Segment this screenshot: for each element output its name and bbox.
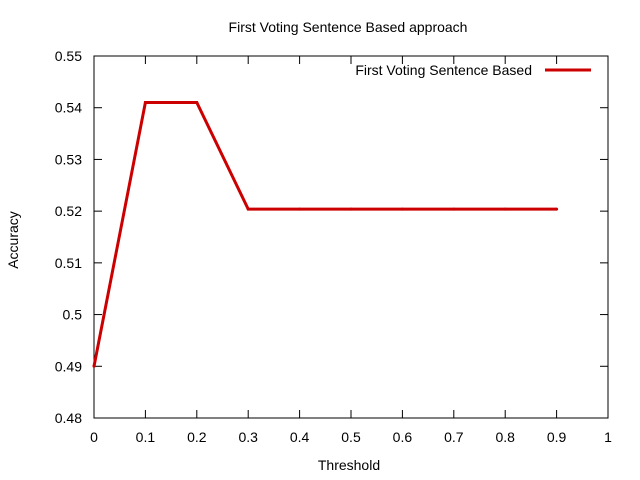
data-point: [349, 207, 353, 211]
y-tick-label: 0.55: [55, 48, 82, 64]
series-line: [92, 101, 557, 367]
y-tick-label: 0.51: [55, 255, 82, 271]
data-point: [400, 207, 404, 211]
y-tick-label: 0.5: [63, 307, 83, 323]
legend: First Voting Sentence Based: [355, 62, 591, 78]
y-tick-label: 0.53: [55, 151, 82, 167]
x-tick-label: 1: [604, 429, 612, 445]
data-point: [503, 207, 507, 211]
x-tick-label: 0.1: [136, 429, 156, 445]
chart-title: First Voting Sentence Based approach: [229, 19, 468, 35]
y-axis-label: Accuracy: [5, 211, 21, 269]
data-point: [92, 364, 96, 368]
data-point: [246, 207, 250, 211]
data-point: [195, 101, 199, 105]
x-tick-label: 0.9: [547, 429, 567, 445]
x-tick-label: 0.6: [393, 429, 413, 445]
x-tick-label: 0: [90, 429, 98, 445]
series-group: [92, 101, 559, 368]
legend-label: First Voting Sentence Based: [355, 62, 532, 78]
data-point: [452, 207, 456, 211]
plot-frame: [93, 55, 609, 419]
x-tick-label: 0.7: [444, 429, 464, 445]
x-tick-label: 0.3: [238, 429, 258, 445]
data-point: [143, 101, 147, 105]
x-tick-label: 0.2: [187, 429, 207, 445]
y-tick-label: 0.54: [55, 100, 82, 116]
x-tick-label: 0.4: [290, 429, 310, 445]
y-tick-label: 0.49: [55, 358, 82, 374]
y-axis: 0.48 0.49 0.5 0.51 0.52 0.53 0.54 0.55: [55, 48, 608, 426]
x-tick-label: 0.8: [495, 429, 515, 445]
y-tick-label: 0.52: [55, 203, 82, 219]
x-tick-label: 0.5: [341, 429, 361, 445]
y-tick-label: 0.48: [55, 410, 82, 426]
x-axis-label: Threshold: [318, 457, 380, 473]
x-axis: 0 0.1 0.2 0.3 0.4 0.5 0.6 0.7 0.8 0.9 1: [90, 56, 612, 445]
data-point: [555, 207, 559, 211]
data-point: [298, 207, 302, 211]
